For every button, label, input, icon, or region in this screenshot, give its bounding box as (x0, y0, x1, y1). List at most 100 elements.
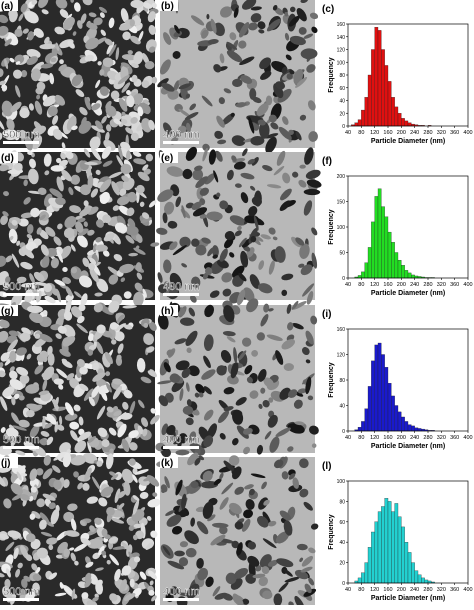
panel-label-bg (0, 305, 18, 316)
grain (100, 486, 114, 497)
grain (50, 509, 60, 525)
grain (240, 75, 253, 84)
grain (163, 32, 172, 45)
grain (33, 271, 45, 283)
grain (142, 53, 150, 65)
grain (227, 375, 239, 385)
grain (223, 304, 235, 323)
grain (1, 100, 13, 117)
grain (164, 476, 170, 489)
grain (156, 227, 168, 235)
bar (384, 498, 389, 584)
bar (357, 119, 362, 127)
x-tick-label: 160 (383, 282, 392, 288)
micrograph (0, 299, 160, 457)
grain (43, 455, 51, 466)
grain (100, 306, 114, 315)
grain (18, 395, 25, 401)
grain (70, 552, 76, 562)
grain (7, 530, 22, 539)
grain (226, 169, 234, 181)
grain (66, 373, 75, 381)
grain (47, 352, 55, 366)
grain (142, 428, 148, 437)
grain (263, 377, 274, 388)
grain (233, 7, 239, 18)
grain (78, 120, 92, 134)
grain (141, 417, 149, 427)
grain (4, 578, 11, 589)
grain (258, 576, 268, 587)
grain (55, 42, 60, 51)
grain (243, 446, 251, 455)
micrograph (0, 451, 161, 609)
grain (222, 330, 236, 337)
grain (272, 236, 278, 241)
grain (63, 548, 70, 558)
grain (104, 351, 113, 365)
grain (310, 523, 319, 530)
grain (110, 90, 120, 100)
bar (391, 395, 395, 432)
x-tick-label: 400 (463, 435, 472, 441)
grain (32, 582, 40, 593)
grain (121, 468, 134, 484)
grain (2, 386, 15, 397)
grain (175, 479, 183, 496)
grain (226, 336, 236, 343)
grain (243, 287, 255, 302)
grain (5, 541, 15, 551)
bar (407, 552, 412, 584)
bar (371, 531, 375, 584)
micrograph (155, 298, 319, 458)
grain (106, 507, 115, 516)
grain (32, 125, 47, 136)
grain (0, 25, 9, 36)
grain (19, 107, 30, 119)
grain (217, 139, 227, 145)
grain (111, 518, 125, 524)
grain (282, 172, 291, 184)
grain (186, 399, 192, 407)
grain (79, 106, 88, 116)
grain (199, 214, 207, 219)
x-tick-label: 360 (450, 587, 459, 593)
grain (0, 215, 8, 226)
grain (251, 157, 259, 166)
grain (287, 322, 294, 331)
x-tick-label: 160 (383, 587, 392, 593)
grain (75, 89, 85, 98)
grain (123, 291, 132, 299)
grain (258, 29, 265, 34)
grain (142, 288, 147, 298)
grain (128, 458, 136, 466)
grain (125, 225, 139, 236)
grain (20, 472, 28, 477)
grain (0, 330, 9, 343)
grain (113, 253, 123, 262)
grain (195, 244, 207, 256)
grain (136, 234, 143, 243)
grain (15, 450, 26, 456)
grain (142, 2, 153, 9)
grain (181, 263, 188, 268)
bar (367, 547, 372, 584)
grain (102, 214, 112, 224)
grain (70, 267, 78, 274)
grain (6, 134, 20, 141)
grain (210, 534, 226, 546)
grain (30, 282, 37, 290)
grain (250, 13, 262, 23)
grain (99, 12, 105, 18)
grain (143, 322, 149, 328)
grain (132, 534, 138, 541)
grain (6, 118, 15, 131)
y-tick-label: 150 (337, 200, 346, 206)
grain (121, 565, 132, 576)
grain (190, 295, 197, 303)
grain (15, 568, 21, 578)
grain (29, 513, 36, 520)
grain (76, 323, 88, 334)
grain (203, 409, 214, 421)
grain (268, 114, 277, 123)
